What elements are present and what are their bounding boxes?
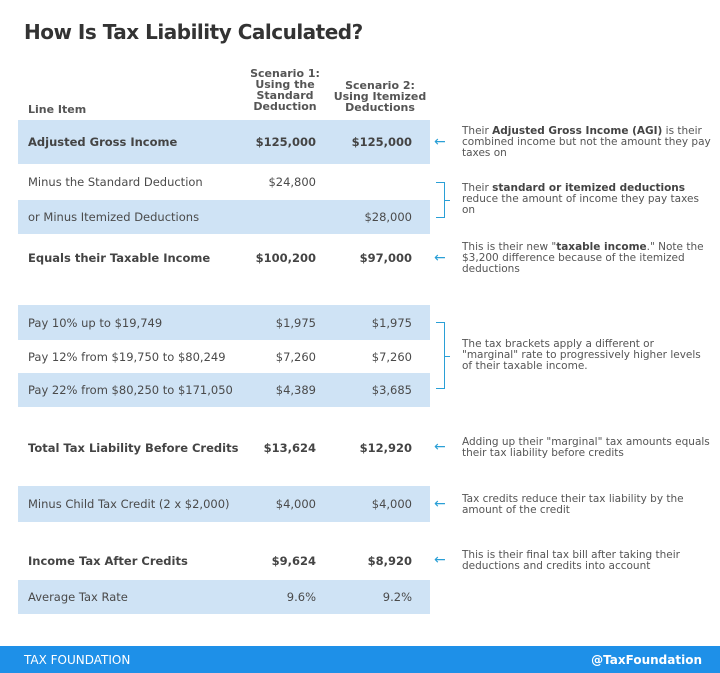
footer-handle[interactable]: @TaxFoundation [591, 653, 702, 667]
table-row: Total Tax Liability Before Credits $13,62… [18, 430, 430, 466]
bracket-icon [436, 322, 450, 389]
note-credits: Tax credits reduce their tax liability b… [462, 493, 684, 516]
table-row: Pay 12% from $19,750 to $80,249 $7,260 $7,… [18, 340, 430, 373]
header-scenario-2: Scenario 2: Using Itemized Deductions [333, 79, 427, 114]
header-scenario-1: Scenario 1: Using the Standard Deduction [250, 67, 320, 113]
bracket-icon [436, 182, 450, 218]
scenario-1-value: $100,200 [255, 251, 316, 265]
note-deductions: Their standard or itemized deductions re… [462, 182, 699, 216]
arrow-left-icon: ← [434, 439, 446, 455]
note-total: Adding up their "marginal" tax amounts e… [462, 436, 710, 459]
row-label: Minus the Standard Deduction [28, 174, 203, 189]
scenario-1-value: $4,389 [275, 383, 316, 397]
arrow-left-icon: ← [434, 134, 446, 150]
scenario-1-value: 9.6% [286, 590, 316, 604]
footer-bar: TAX FOUNDATION @TaxFoundation [0, 646, 720, 673]
scenario-1-value: $24,800 [268, 174, 316, 189]
scenario-2-value: $1,975 [371, 315, 412, 330]
row-label: Minus Child Tax Credit (2 x $2,000) [28, 497, 230, 511]
row-label: Total Tax Liability Before Credits [28, 441, 239, 455]
note-taxable: This is their new "taxable income." Note… [462, 241, 704, 275]
scenario-1-value: $125,000 [255, 135, 316, 149]
scenario-2-value: 9.2% [382, 590, 412, 604]
scenario-1-value: $4,000 [275, 497, 316, 511]
scenario-2-value: $125,000 [351, 135, 412, 149]
row-label: Income Tax After Credits [28, 554, 188, 568]
row-label: Equals their Taxable Income [28, 251, 211, 265]
table-row: Minus the Standard Deduction $24,800 [18, 163, 430, 200]
scenario-2-value: $8,920 [367, 554, 412, 568]
scenario-2-value: $7,260 [371, 349, 412, 364]
page-title: How Is Tax Liability Calculated? [24, 20, 363, 44]
scenario-1-value: $9,624 [271, 554, 316, 568]
scenario-2-value: $4,000 [371, 497, 412, 511]
row-label: Pay 12% from $19,750 to $80,249 [28, 349, 226, 364]
note-agi: Their Adjusted Gross Income (AGI) is the… [462, 125, 711, 159]
note-brackets: The tax brackets apply a different or "m… [462, 338, 701, 372]
scenario-2-value: $12,920 [359, 441, 412, 455]
row-label: Pay 10% up to $19,749 [28, 315, 163, 330]
header-line-item: Line Item [28, 103, 87, 116]
scenario-2-value: $28,000 [364, 210, 412, 224]
table-row: Pay 22% from $80,250 to $171,050 $4,389 $3… [18, 373, 430, 407]
scenario-1-value: $7,260 [275, 349, 316, 364]
note-final: This is their final tax bill after takin… [462, 549, 680, 572]
footer-brand: TAX FOUNDATION [24, 653, 131, 667]
row-label: Average Tax Rate [28, 590, 128, 604]
scenario-1-value: $13,624 [263, 441, 316, 455]
table-row: or Minus Itemized Deductions $28,000 [18, 200, 430, 234]
scenario-2-value: $97,000 [359, 251, 412, 265]
row-label: Pay 22% from $80,250 to $171,050 [28, 383, 233, 397]
table-row: Equals their Taxable Income $100,200 $97,0… [18, 234, 430, 282]
table-row: Minus Child Tax Credit (2 x $2,000) $4,00… [18, 486, 430, 522]
arrow-left-icon: ← [434, 552, 446, 568]
table-row: Pay 10% up to $19,749 $1,975 $1,975 [18, 305, 430, 340]
row-label: or Minus Itemized Deductions [28, 210, 200, 224]
table-row: Income Tax After Credits $9,624 $8,920 [18, 542, 430, 580]
table-row: Adjusted Gross Income $125,000 $125,000 [18, 120, 430, 164]
row-label: Adjusted Gross Income [28, 135, 178, 149]
table-row: Average Tax Rate 9.6% 9.2% [18, 580, 430, 614]
scenario-1-value: $1,975 [275, 315, 316, 330]
arrow-left-icon: ← [434, 250, 446, 266]
scenario-2-value: $3,685 [371, 383, 412, 397]
arrow-left-icon: ← [434, 496, 446, 512]
